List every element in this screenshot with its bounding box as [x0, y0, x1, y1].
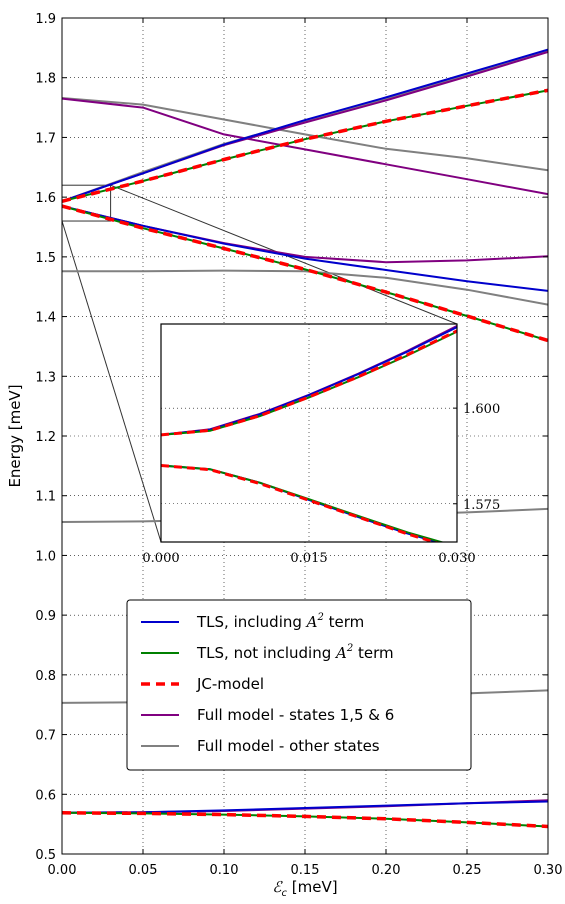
y-tick-label: 1.8 — [35, 72, 56, 87]
series-line-fullother — [62, 269, 548, 306]
series-lines — [62, 48, 548, 829]
inset-y-tick-label: 1.575 — [463, 498, 500, 513]
legend: TLS, including A2 term TLS, not including… — [126, 599, 472, 771]
y-tick-label: 0.8 — [35, 669, 56, 684]
x-tick-label: 0.30 — [534, 863, 563, 878]
y-tick-label: 1.0 — [35, 549, 56, 564]
legend-label-jc: JC-model — [196, 675, 264, 693]
y-tick-label: 0.9 — [35, 609, 56, 624]
legend-box — [126, 599, 472, 771]
inset-series-line — [161, 464, 445, 542]
y-tick-label: 0.7 — [35, 729, 56, 744]
x-tick-label: 0.10 — [210, 863, 239, 878]
axis-ticks: 0.00 0.05 0.10 0.15 0.20 0.25 0.30 0.5 0.6 0.7 0.8… — [35, 12, 562, 878]
x-tick-label: 0.05 — [129, 863, 158, 878]
x-axis-label: ℰc [meV] — [272, 878, 337, 899]
inset-x-tick-label: 0.030 — [438, 551, 475, 566]
inset-x-tick-label: 0.000 — [142, 551, 179, 566]
y-tick-label: 1.6 — [35, 191, 56, 206]
inset-plot: 0.000 0.015 0.030 1.575 1.600 — [142, 323, 500, 566]
y-tick-label: 1.5 — [35, 251, 56, 266]
y-tick-label: 1.2 — [35, 430, 56, 445]
inset-x-tick-label: 0.015 — [290, 551, 327, 566]
legend-label-fullother: Full model - other states — [197, 737, 380, 755]
y-tick-label: 0.6 — [35, 788, 56, 803]
y-axis-label: Energy [meV] — [6, 384, 24, 487]
x-tick-label: 0.25 — [453, 863, 482, 878]
inset-series-line — [161, 326, 457, 436]
y-tick-label: 1.9 — [35, 12, 56, 27]
x-tick-label: 0.20 — [372, 863, 401, 878]
x-tick-label: 0.00 — [48, 863, 77, 878]
series-line-fullother — [62, 97, 548, 172]
y-tick-label: 0.5 — [35, 848, 56, 863]
series-line-tls_a2 — [62, 800, 548, 814]
series-line-tls_a2 — [62, 48, 548, 203]
zoom-connector — [61, 220, 162, 543]
inset-y-tick-label: 1.600 — [463, 402, 500, 417]
legend-label-full156: Full model - states 1,5 & 6 — [197, 706, 394, 724]
legend-label-tls_noa2: TLS, not including A2 term — [196, 643, 394, 662]
legend-label-tls_a2: TLS, including A2 term — [196, 612, 364, 631]
y-tick-label: 1.1 — [35, 490, 56, 505]
series-line-jc — [62, 811, 548, 829]
series-line-jc — [62, 204, 548, 343]
inset-series — [161, 325, 457, 542]
y-tick-label: 1.3 — [35, 370, 56, 385]
y-tick-label: 1.7 — [35, 131, 56, 146]
series-line-tls_a2 — [62, 205, 548, 292]
y-tick-label: 1.4 — [35, 311, 56, 326]
inset-frame — [160, 323, 458, 543]
x-tick-label: 0.15 — [291, 863, 320, 878]
inset-series-line — [161, 329, 457, 437]
series-line-jc — [62, 88, 548, 203]
series-line-full156 — [62, 97, 548, 196]
